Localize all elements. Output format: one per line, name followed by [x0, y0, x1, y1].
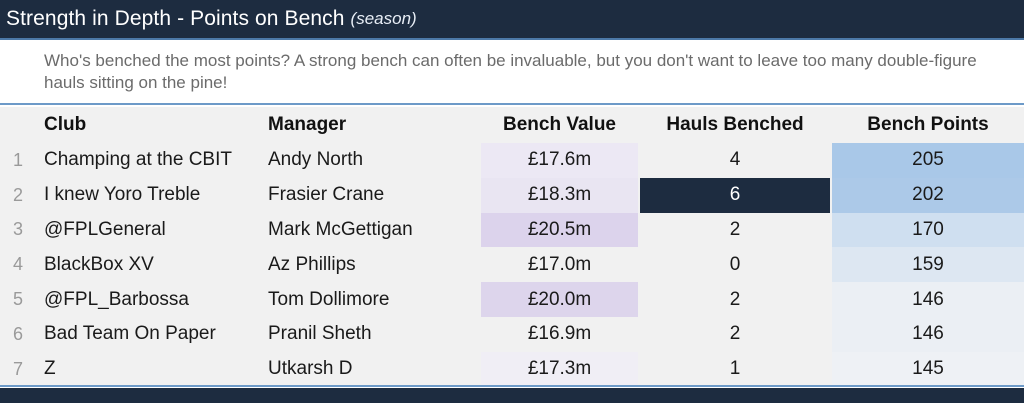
table-row[interactable]: 6 Bad Team On Paper Pranil Sheth £16.9m 2 146	[0, 317, 1024, 352]
table-row[interactable]: 2 I knew Yoro Treble Frasier Crane £18.3m 6 2…	[0, 177, 1024, 213]
divider	[0, 103, 1024, 105]
hauls-benched-cell: 1	[640, 351, 830, 387]
club-name: BlackBox XV	[44, 253, 154, 275]
footer-bar	[0, 388, 1024, 403]
hauls-benched-cell: 6	[640, 177, 830, 213]
hauls-benched-cell: 2	[640, 212, 830, 248]
manager-name: Frasier Crane	[268, 184, 385, 206]
bench-value-cell: £16.9m	[481, 317, 638, 352]
table-row[interactable]: 5 @FPL_Barbossa Tom Dollimore £20.0m 2 146	[0, 282, 1024, 317]
hauls-benched-cell: 2	[640, 282, 830, 317]
row-rank: 2	[12, 184, 23, 205]
bench-value-cell: £20.0m	[481, 282, 638, 317]
club-name: @FPLGeneral	[44, 218, 166, 240]
bench-table: Club Manager Bench Value Hauls Benched B…	[0, 107, 1024, 387]
table-row[interactable]: 7 Z Utkarsh D £17.3m 1 145	[0, 351, 1024, 387]
bench-value-cell: £17.0m	[481, 247, 638, 283]
column-header-manager[interactable]: Manager	[268, 114, 347, 135]
row-rank: 7	[12, 358, 23, 379]
bench-points-cell: 159	[832, 247, 1024, 283]
club-name: @FPL_Barbossa	[44, 288, 189, 310]
hauls-benched-cell: 4	[640, 143, 830, 178]
club-name: I knew Yoro Treble	[44, 184, 201, 206]
club-name: Champing at the CBIT	[44, 149, 232, 171]
column-header-bench-value[interactable]: Bench Value	[503, 114, 616, 135]
row-rank: 3	[12, 219, 23, 240]
bench-value-cell: £18.3m	[481, 177, 638, 213]
table-row[interactable]: 4 BlackBox XV Az Phillips £17.0m 0 159	[0, 247, 1024, 283]
bench-points-cell: 145	[832, 351, 1024, 387]
manager-name: Tom Dollimore	[268, 288, 390, 310]
table-row[interactable]: 3 @FPLGeneral Mark McGettigan £20.5m 2 170	[0, 212, 1024, 248]
manager-name: Pranil Sheth	[268, 323, 372, 345]
panel-title: Strength in Depth - Points on Bench	[6, 7, 345, 30]
bench-points-cell: 202	[832, 177, 1024, 213]
hauls-benched-cell: 2	[640, 317, 830, 352]
bench-value-cell: £20.5m	[481, 212, 638, 248]
bench-points-cell: 146	[832, 282, 1024, 317]
club-name: Bad Team On Paper	[44, 323, 216, 345]
divider	[0, 385, 1024, 387]
column-header-club[interactable]: Club	[44, 114, 87, 135]
table-row[interactable]: 1 Champing at the CBIT Andy North £17.6m 4 20…	[0, 143, 1024, 178]
panel-description: Who's benched the most points? A strong …	[44, 51, 977, 92]
club-name: Z	[44, 358, 56, 380]
column-header-hauls-benched[interactable]: Hauls Benched	[666, 114, 804, 135]
manager-name: Az Phillips	[268, 253, 356, 275]
column-header-bench-points[interactable]: Bench Points	[867, 114, 989, 135]
manager-name: Mark McGettigan	[268, 218, 413, 240]
manager-name: Utkarsh D	[268, 358, 353, 380]
row-rank: 6	[12, 323, 23, 344]
bench-points-cell: 170	[832, 212, 1024, 248]
bench-points-cell: 205	[832, 143, 1024, 178]
manager-name: Andy North	[268, 149, 364, 171]
row-rank: 1	[12, 149, 23, 170]
title-bar: Strength in Depth - Points on Bench (sea…	[0, 0, 1024, 40]
bench-value-cell: £17.6m	[481, 143, 638, 178]
row-rank: 4	[12, 254, 23, 275]
bench-value-cell: £17.3m	[481, 351, 638, 387]
table-header-row: Club Manager Bench Value Hauls Benched B…	[0, 107, 1024, 143]
panel-title-suffix: (season)	[350, 9, 417, 28]
hauls-benched-cell: 0	[640, 247, 830, 283]
bench-points-cell: 146	[832, 317, 1024, 352]
row-rank: 5	[12, 289, 23, 310]
